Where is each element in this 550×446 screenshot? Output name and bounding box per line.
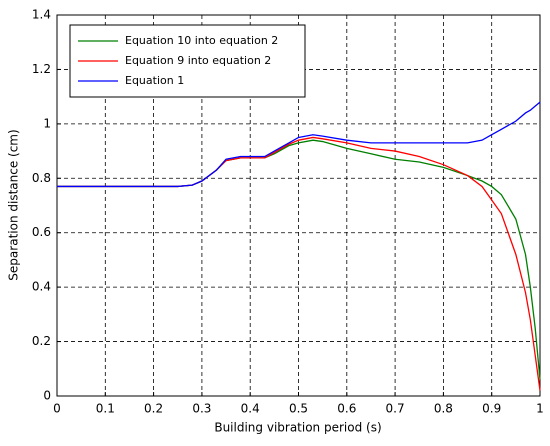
x-tick-label: 0.7	[386, 402, 405, 416]
x-tick-label: 0.6	[337, 402, 356, 416]
x-axis-label: Building vibration period (s)	[214, 421, 381, 435]
x-tick-label: 1	[536, 402, 544, 416]
y-tick-label: 0.4	[32, 280, 51, 294]
x-tick-label: 0.1	[96, 402, 115, 416]
y-tick-label: 0.2	[32, 334, 51, 348]
x-tick-label: 0.3	[192, 402, 211, 416]
y-tick-label: 1	[43, 116, 51, 130]
y-tick-label: 0.8	[32, 171, 51, 185]
x-tick-label: 0.9	[482, 402, 501, 416]
line-series	[57, 101, 541, 188]
y-tick-label: 0.6	[32, 225, 51, 239]
legend-label: Equation 9 into equation 2	[125, 54, 271, 67]
y-tick-label: 0	[43, 389, 51, 403]
plot-frame	[56, 14, 541, 397]
y-tick-label: 1.2	[32, 62, 51, 76]
y-axis-label: Separation distance (cm)	[7, 129, 21, 280]
x-tick-label: 0.4	[241, 402, 260, 416]
x-tick-label: 0.2	[144, 402, 163, 416]
legend-label: Equation 1	[125, 74, 184, 87]
x-tick-label: 0.8	[434, 402, 453, 416]
x-tick-label: 0	[53, 402, 61, 416]
y-tick-label: 1.4	[32, 8, 51, 22]
x-tick-label: 0.5	[289, 402, 308, 416]
legend-label: Equation 10 into equation 2	[125, 34, 278, 47]
